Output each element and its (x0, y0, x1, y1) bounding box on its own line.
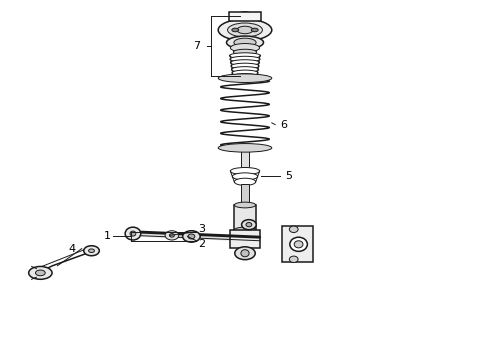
Ellipse shape (232, 70, 258, 76)
Ellipse shape (188, 234, 195, 239)
Ellipse shape (241, 14, 249, 18)
Text: 3: 3 (198, 224, 206, 234)
Ellipse shape (230, 167, 260, 175)
Ellipse shape (234, 38, 256, 47)
Ellipse shape (227, 23, 263, 37)
Bar (229, 12, 261, 21)
Ellipse shape (218, 74, 272, 82)
Ellipse shape (183, 231, 200, 242)
Text: 7: 7 (193, 41, 200, 51)
Ellipse shape (235, 247, 255, 260)
Ellipse shape (246, 222, 252, 227)
Text: 4: 4 (69, 244, 75, 253)
Ellipse shape (289, 256, 298, 262)
Ellipse shape (89, 249, 95, 252)
Ellipse shape (170, 234, 174, 237)
Ellipse shape (35, 270, 45, 276)
Ellipse shape (294, 241, 303, 248)
Text: 1: 1 (104, 231, 111, 241)
Text: 6: 6 (280, 120, 288, 130)
Ellipse shape (84, 246, 99, 256)
Bar (230, 230, 260, 248)
Ellipse shape (242, 220, 256, 230)
Ellipse shape (251, 28, 258, 32)
Ellipse shape (218, 144, 272, 152)
Ellipse shape (289, 226, 298, 233)
Text: 5: 5 (285, 171, 293, 181)
Ellipse shape (237, 26, 253, 34)
Ellipse shape (165, 231, 179, 240)
Ellipse shape (290, 237, 307, 251)
Ellipse shape (218, 19, 272, 41)
Bar (241, 184, 249, 205)
Text: 2: 2 (198, 239, 206, 249)
Ellipse shape (234, 227, 256, 233)
Ellipse shape (233, 49, 257, 55)
Ellipse shape (237, 12, 253, 20)
Ellipse shape (230, 44, 260, 52)
Ellipse shape (226, 36, 264, 49)
Ellipse shape (231, 67, 259, 72)
Ellipse shape (234, 178, 256, 185)
Ellipse shape (232, 173, 258, 180)
Ellipse shape (125, 227, 141, 240)
Ellipse shape (232, 28, 239, 32)
Ellipse shape (232, 73, 258, 79)
Ellipse shape (231, 63, 259, 69)
Ellipse shape (230, 60, 260, 66)
Ellipse shape (130, 231, 136, 236)
Bar (234, 205, 256, 230)
Ellipse shape (234, 202, 256, 208)
Ellipse shape (29, 266, 52, 279)
Ellipse shape (230, 56, 260, 62)
Bar (282, 226, 313, 262)
Ellipse shape (229, 53, 261, 59)
Ellipse shape (241, 250, 249, 257)
Bar (241, 150, 249, 169)
